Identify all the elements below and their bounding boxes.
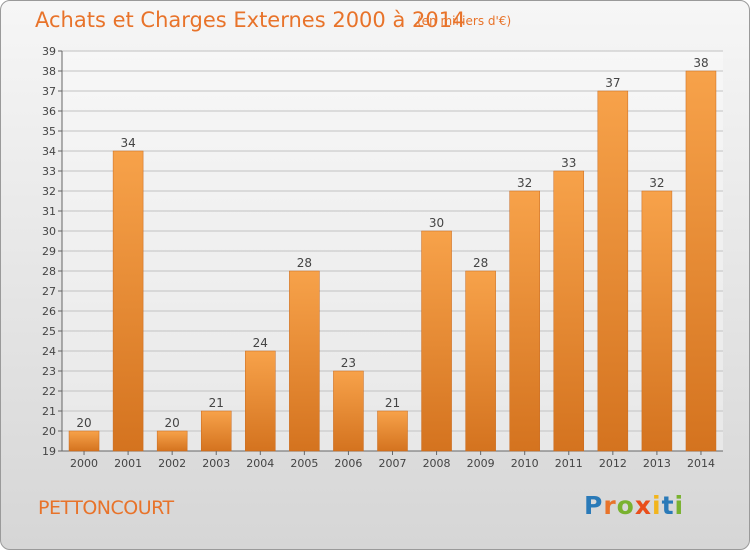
bar-value-label: 32 <box>517 176 532 190</box>
x-tick-label: 2008 <box>423 457 451 470</box>
bar <box>641 190 673 452</box>
bar <box>68 430 100 452</box>
x-tick-label: 2012 <box>599 457 627 470</box>
x-tick-label: 2009 <box>467 457 495 470</box>
y-tick-label: 29 <box>42 245 56 258</box>
y-tick-label: 22 <box>42 385 56 398</box>
y-tick-label: 39 <box>42 45 56 58</box>
bar <box>685 70 717 452</box>
x-tick-label: 2000 <box>70 457 98 470</box>
bar-value-label: 37 <box>605 76 620 90</box>
bar-value-label: 20 <box>165 416 180 430</box>
x-tick-label: 2013 <box>643 457 671 470</box>
y-tick-label: 32 <box>42 185 56 198</box>
bar <box>156 430 188 452</box>
y-tick-label: 23 <box>42 365 56 378</box>
y-tick-label: 28 <box>42 265 56 278</box>
commune-name: PETTONCOURT <box>38 497 174 519</box>
x-tick-label: 2002 <box>158 457 186 470</box>
chart-title: Achats et Charges Externes 2000 à 2014 <box>35 8 466 32</box>
y-tick-label: 26 <box>42 305 56 318</box>
logo-letter: r <box>603 491 617 520</box>
y-tick-label: 31 <box>42 205 56 218</box>
bar <box>597 90 629 452</box>
x-tick-label: 2005 <box>290 457 318 470</box>
bar-value-label: 20 <box>76 416 91 430</box>
bar-value-label: 38 <box>693 56 708 70</box>
bar-value-label: 21 <box>385 396 400 410</box>
bar <box>333 370 364 452</box>
logo-letter: i <box>652 491 662 520</box>
proxiti-logo: Proxiti <box>584 491 684 520</box>
x-tick-label: 2003 <box>202 457 230 470</box>
bar <box>509 190 540 452</box>
x-tick-label: 2014 <box>687 457 715 470</box>
logo-letter: i <box>674 491 685 520</box>
y-tick-label: 38 <box>42 65 56 78</box>
y-tick-label: 25 <box>42 325 56 338</box>
bar-value-label: 23 <box>341 356 356 370</box>
bar <box>200 410 232 452</box>
bar-value-label: 33 <box>561 156 576 170</box>
y-tick-label: 19 <box>42 445 56 458</box>
y-tick-label: 30 <box>42 225 56 238</box>
bar-value-label: 24 <box>253 336 268 350</box>
y-tick-label: 35 <box>42 125 56 138</box>
y-tick-label: 34 <box>42 145 56 158</box>
bar-value-label: 30 <box>429 216 444 230</box>
x-tick-label: 2006 <box>334 457 362 470</box>
y-tick-label: 27 <box>42 285 56 298</box>
bar-value-label: 28 <box>473 256 488 270</box>
y-tick-label: 36 <box>42 105 56 118</box>
x-tick-label: 2011 <box>555 457 583 470</box>
bar-value-label: 34 <box>120 136 135 150</box>
bar <box>289 270 320 452</box>
bar-value-label: 32 <box>649 176 664 190</box>
x-tick-label: 2007 <box>379 457 407 470</box>
logo-letter: x <box>634 491 652 520</box>
x-tick-label: 2004 <box>246 457 274 470</box>
bar <box>245 350 276 452</box>
bar <box>553 170 585 452</box>
chart-subtitle: (en milliers d'€) <box>417 14 512 28</box>
y-tick-label: 33 <box>42 165 56 178</box>
bar <box>465 270 496 452</box>
logo-letter: P <box>584 491 604 520</box>
x-tick-label: 2010 <box>511 457 539 470</box>
logo-letter: o <box>616 491 635 520</box>
y-tick-label: 20 <box>42 425 56 438</box>
bar-value-label: 21 <box>209 396 224 410</box>
bar <box>421 230 452 452</box>
y-tick-label: 37 <box>42 85 56 98</box>
logo-letter: t <box>661 491 675 520</box>
y-tick-label: 24 <box>42 345 56 358</box>
x-tick-label: 2001 <box>114 457 142 470</box>
bar <box>112 150 144 452</box>
bar-value-label: 28 <box>297 256 312 270</box>
bar <box>377 410 408 452</box>
y-tick-label: 21 <box>42 405 56 418</box>
